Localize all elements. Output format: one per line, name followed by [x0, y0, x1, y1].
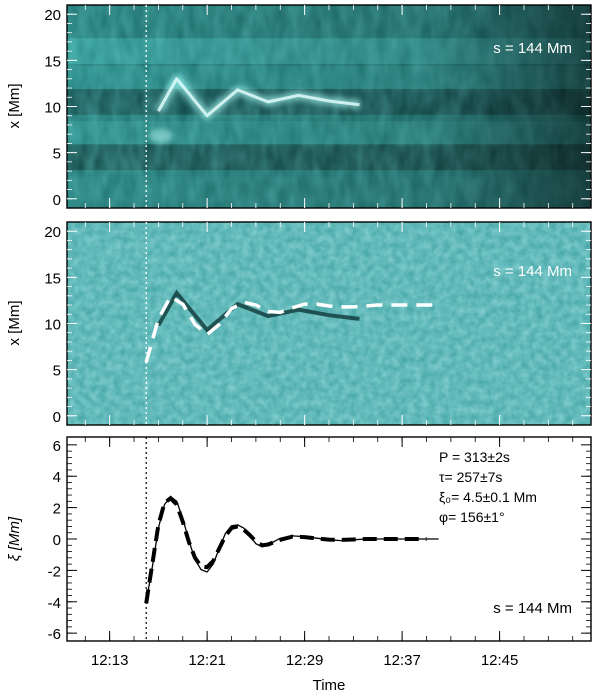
x-tick-label: 12:21	[188, 652, 226, 669]
middle-y-axis-label: x [Mm]	[6, 301, 23, 346]
top-s-annotation: s = 144 Mm	[493, 40, 572, 57]
panel-middle-features	[144, 289, 439, 363]
y-tick-label: -2	[48, 563, 61, 580]
y-tick-label: 10	[44, 317, 61, 334]
axes-ticks	[67, 5, 591, 641]
param-phase: φ= 156±1°	[439, 509, 505, 525]
panel-middle-noise	[67, 222, 591, 425]
y-tick-label: 0	[53, 192, 61, 209]
y-tick-label: 2	[53, 501, 61, 518]
x-tick-label: 12:45	[481, 652, 519, 669]
bottom-s-annotation: s = 144 Mm	[493, 600, 572, 617]
oscillation-core	[157, 77, 360, 118]
panel-top	[67, 5, 591, 208]
param-amplitude: ξ₀= 4.5±0.1 Mm	[439, 489, 537, 505]
panel-bottom	[67, 437, 591, 641]
y-tick-label: -6	[48, 626, 61, 643]
y-tick-label: 6	[53, 438, 61, 455]
bright-blob	[148, 129, 173, 144]
x-tick-label: 12:29	[286, 652, 324, 669]
param-damping: τ= 257±7s	[439, 469, 502, 485]
y-tick-label: 15	[44, 53, 61, 70]
y-tick-label: 15	[44, 270, 61, 287]
y-tick-label: 4	[53, 469, 61, 486]
y-tick-label: 5	[53, 146, 61, 163]
fit-overlay	[144, 294, 439, 363]
dark-ridge	[156, 289, 360, 333]
y-tick-label: 10	[44, 100, 61, 117]
oscillation-track	[148, 74, 361, 144]
panel-bottom-lines	[144, 495, 439, 604]
y-tick-label: 0	[53, 409, 61, 426]
x-tick-label: 12:13	[91, 652, 129, 669]
y-tick-label: -4	[48, 595, 61, 612]
fit-line	[144, 495, 427, 604]
y-tick-label: 20	[44, 7, 61, 24]
top-y-axis-label: x [Mm]	[6, 84, 23, 129]
x-tick-label: 12:37	[383, 652, 421, 669]
panel-middle	[67, 222, 591, 425]
y-tick-label: 5	[53, 363, 61, 380]
y-tick-label: 20	[44, 224, 61, 241]
x-axis-label: Time	[313, 677, 346, 694]
axes-tick-labels: 0 5 10 15 20 0 5 10 15 20 -6 -4 -2 0 2 4 6 12:13 12:21 12:2…	[44, 7, 518, 669]
bottom-y-axis-label: ξ [Mm]	[6, 516, 23, 561]
y-tick-label: 0	[53, 532, 61, 549]
middle-s-annotation: s = 144 Mm	[493, 263, 572, 280]
panel-top-shade	[67, 5, 591, 208]
param-period: P = 313±2s	[439, 449, 510, 465]
